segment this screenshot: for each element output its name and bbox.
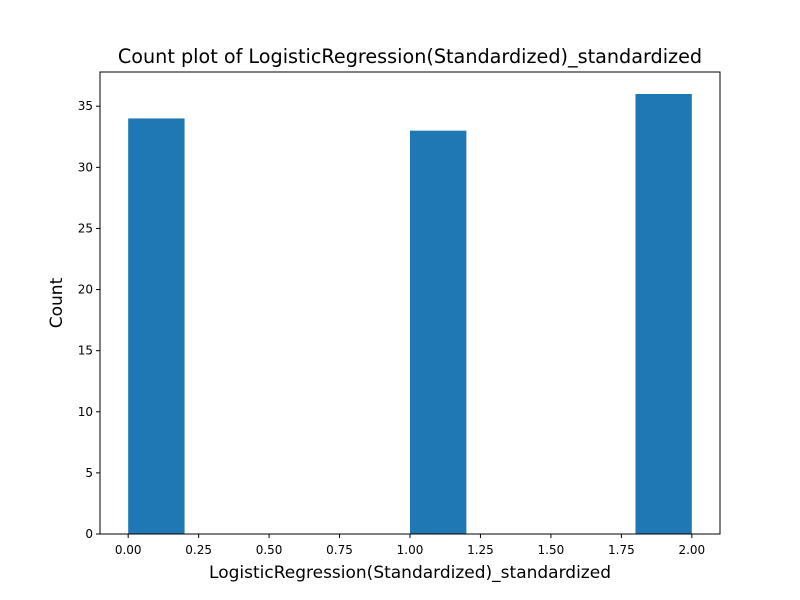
bar-0 <box>128 118 185 534</box>
x-tick-label-8: 2.00 <box>678 543 705 557</box>
x-tick-label-3: 0.75 <box>326 543 353 557</box>
x-tick-label-5: 1.25 <box>467 543 494 557</box>
y-tick-label-6: 30 <box>78 160 93 174</box>
x-tick-label-4: 1.00 <box>397 543 424 557</box>
x-tick-label-2: 0.50 <box>256 543 283 557</box>
y-axis-label: Count <box>47 277 67 328</box>
y-tick-label-4: 20 <box>78 283 93 297</box>
bars-group <box>128 94 692 534</box>
plot-frame <box>99 71 721 535</box>
y-tick-label-3: 15 <box>78 344 93 358</box>
x-tick-label-7: 1.75 <box>608 543 635 557</box>
x-tick-label-0: 0.00 <box>115 543 142 557</box>
y-tick-label-2: 10 <box>78 405 93 419</box>
bar-1 <box>410 130 467 534</box>
x-axis-ticks: 0.00 0.25 0.50 0.75 1.00 1.25 1.50 1.75 2.00 <box>115 534 705 557</box>
x-tick-label-1: 0.25 <box>185 543 212 557</box>
chart-title: Count plot of LogisticRegression(Standar… <box>118 45 702 68</box>
x-axis-label: LogisticRegression(Standardized)_standar… <box>209 563 611 583</box>
y-tick-label-5: 25 <box>78 221 93 235</box>
bar-2 <box>635 94 692 534</box>
y-tick-label-7: 35 <box>78 99 93 113</box>
y-tick-label-1: 5 <box>85 466 93 480</box>
y-axis-ticks: 0 5 10 15 20 25 30 35 <box>78 99 100 541</box>
x-tick-label-6: 1.50 <box>538 543 565 557</box>
y-tick-label-0: 0 <box>85 527 93 541</box>
